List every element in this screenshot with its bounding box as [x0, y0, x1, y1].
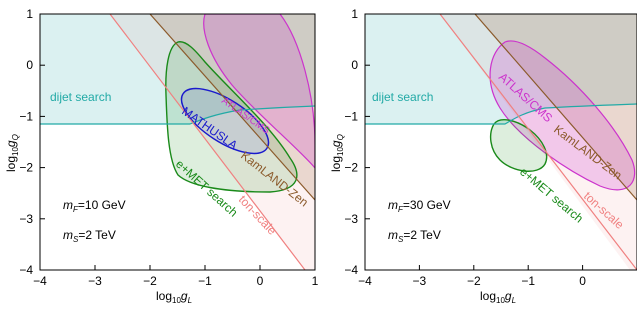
ton-scale-line [109, 14, 306, 270]
right-plot-area [365, 14, 637, 270]
left-y-axis-title: log10gQ [4, 134, 20, 172]
left-axis-ticks: −4 −3 −2 −1 0 1 1 0 −1 −2 −3 −4 [19, 7, 318, 288]
y-tick-label: 1 [351, 7, 358, 21]
left-plot-area [40, 14, 315, 270]
kamland-line [474, 14, 637, 201]
x-tick-label: 0 [579, 274, 586, 288]
x-tick-label: 1 [312, 274, 319, 288]
left-panel: dijet search ATLAS/CMS MATHUSLA KamLAND-… [4, 7, 319, 305]
kamland-line [149, 14, 315, 201]
x-tick-label: −4 [358, 274, 372, 288]
right-ms-param: mS=2 TeV [388, 228, 441, 244]
right-mf-param: mF=30 GeV [388, 198, 451, 214]
x-tick-label: −3 [88, 274, 102, 288]
right-panel: dijet search ATLAS/CMS KamLAND-Zen e+MET… [329, 7, 637, 305]
ton-scale-line [439, 14, 637, 270]
y-tick-label: −4 [19, 263, 33, 277]
x-tick-label: −2 [143, 274, 157, 288]
mathusla-region [180, 87, 270, 155]
dijet-region [365, 14, 637, 124]
left-frame [39, 13, 316, 271]
dijet-boundary [40, 105, 315, 125]
y-tick-label: 0 [26, 58, 33, 72]
y-tick-label: −3 [19, 212, 33, 226]
right-frame [364, 13, 637, 271]
e-met-region [165, 41, 298, 193]
left-mf-param: mF=10 GeV [63, 198, 126, 214]
ton-scale-region [110, 14, 315, 270]
y-tick-label: 1 [26, 7, 33, 21]
y-tick-label: −3 [344, 212, 358, 226]
x-tick-label: −3 [413, 274, 427, 288]
x-tick-label: −1 [521, 274, 535, 288]
y-tick-label: 0 [351, 58, 358, 72]
left-ms-param: mS=2 TeV [63, 228, 116, 244]
right-axis-ticks: −4 −3 −2 −1 0 1 0 −1 −2 −3 −4 [344, 7, 637, 288]
y-tick-label: −2 [19, 161, 33, 175]
x-tick-label: −1 [198, 274, 212, 288]
atlas-cms-region [203, 14, 315, 169]
right-x-axis-title: log10gL [480, 289, 516, 305]
atlas-cms-region [489, 40, 636, 191]
y-tick-label: −4 [344, 263, 358, 277]
dijet-boundary [365, 103, 637, 125]
dijet-region [40, 14, 315, 124]
x-tick-label: −2 [467, 274, 481, 288]
right-dijet-label: dijet search [372, 90, 433, 104]
left-x-axis-title: log10gL [156, 289, 192, 305]
y-tick-label: −2 [344, 161, 358, 175]
y-tick-label: −1 [19, 109, 33, 123]
x-tick-label: −4 [33, 274, 47, 288]
left-dijet-label: dijet search [50, 90, 111, 104]
e-met-region [489, 119, 548, 172]
right-y-axis-title: log10gQ [329, 134, 345, 172]
y-tick-label: −1 [344, 109, 358, 123]
x-tick-label: 0 [257, 274, 264, 288]
